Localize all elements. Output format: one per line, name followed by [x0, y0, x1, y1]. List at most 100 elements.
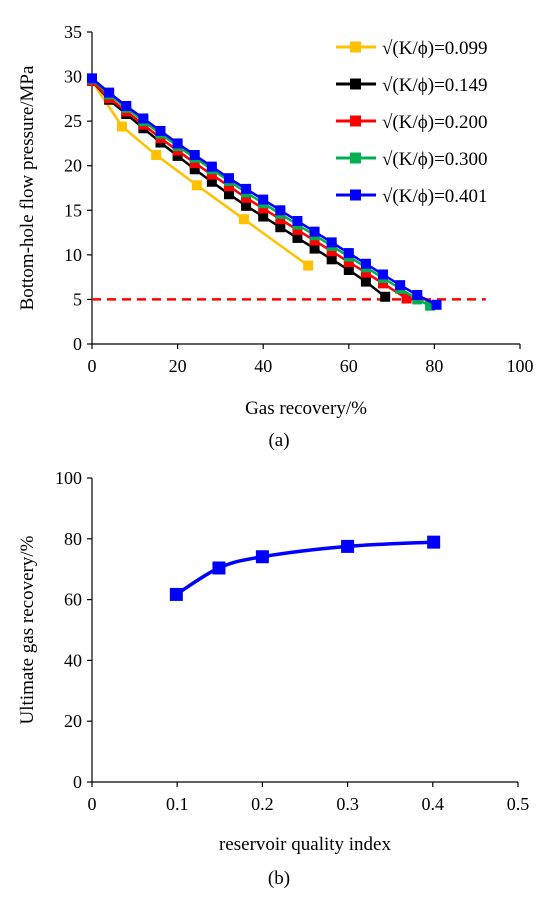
- panel-a-point-k-0-149: [258, 211, 269, 222]
- panel-a: 0 5 10 15 20 25 30 35 0 20 40 60 80 100 Gas recovery/…: [17, 22, 534, 451]
- panel-a-y-tick-label: 5: [73, 289, 82, 309]
- panel-a-point-k-0-149: [343, 265, 354, 276]
- legend-marker-k-0-401: [350, 189, 361, 201]
- panel-a-point-k-0-200: [189, 158, 200, 169]
- panel-a-point-k-0-401: [275, 205, 286, 216]
- panel-a-y-tick-label: 15: [64, 200, 82, 220]
- panel-a-point-k-0-149: [275, 222, 286, 233]
- panel-a-x-tick-label: 80: [425, 356, 443, 376]
- panel-a-point-k-0-401: [241, 183, 252, 194]
- panel-a-point-k-0-401: [309, 226, 320, 237]
- panel-a-x-axis-label: Gas recovery/%: [245, 398, 367, 419]
- legend-marker-k-0-099: [350, 41, 361, 53]
- panel-a-point-k-0-200: [360, 267, 371, 278]
- panel-a-y-tick-label: 30: [64, 67, 82, 87]
- panel-b-x-tick-label: 0.5: [507, 794, 530, 814]
- panel-a-x-tick-label: 60: [340, 356, 358, 376]
- panel-a-x-tick-label: 0: [88, 356, 97, 376]
- panel-a-point-k-0-099: [238, 214, 249, 225]
- panel-a-point-k-0-149: [292, 232, 303, 243]
- panel-a-point-k-0-401: [172, 138, 183, 149]
- panel-a-point-k-0-200: [343, 256, 354, 267]
- panel-b-x-tick-label: 0.2: [251, 794, 274, 814]
- panel-b-point-series-0: [255, 550, 269, 564]
- panel-b-series-line-series-0: [175, 540, 434, 596]
- panel-a-point-k-0-401: [223, 173, 234, 184]
- panel-b-y-tick-label: 20: [64, 711, 82, 731]
- panel-a-point-k-0-401: [431, 299, 442, 310]
- panel-b-x-tick-label: 0.4: [422, 794, 445, 814]
- panel-a-point-k-0-149: [326, 254, 337, 265]
- panel-b-y-tick-label: 40: [64, 650, 82, 670]
- legend-marker-k-0-149: [350, 78, 361, 90]
- panel-a-point-k-0-099: [303, 260, 314, 271]
- panel-b-caption: (b): [268, 868, 290, 889]
- panel-b-point-series-0: [427, 535, 441, 549]
- panel-a-point-k-0-200: [326, 246, 337, 257]
- panel-a-point-k-0-401: [138, 113, 149, 124]
- panel-a-y-tick-label: 0: [73, 334, 82, 354]
- panel-a-point-k-0-099: [116, 121, 127, 132]
- panel-a-point-k-0-149: [241, 200, 252, 211]
- panel-a-point-k-0-149: [206, 176, 217, 187]
- panel-a-point-k-0-401: [395, 280, 406, 291]
- panel-a-point-k-0-200: [378, 278, 389, 289]
- panel-a-caption: (a): [268, 430, 289, 451]
- panel-b-x-tick-label: 0: [88, 794, 97, 814]
- panel-b-y-tick-label: 80: [64, 529, 82, 549]
- panel-a-y-axis-label: Bottom-hole flow pressure/MPa: [17, 65, 38, 310]
- panel-a-point-k-0-149: [360, 276, 371, 287]
- legend-label-k-0-099: √(K/ϕ)=0.099: [382, 38, 488, 59]
- panel-a-x-tick-label: 20: [169, 356, 187, 376]
- panel-a-y-tick-label: 20: [64, 156, 82, 176]
- panel-a-point-k-0-300: [425, 300, 436, 311]
- legend-label-k-0-401: √(K/ϕ)=0.401: [382, 186, 488, 207]
- panel-a-point-k-0-149: [189, 164, 200, 175]
- legend-marker-k-0-300: [350, 152, 361, 164]
- panel-b-y-tick-label: 100: [55, 468, 82, 488]
- panel-a-point-k-0-200: [258, 203, 269, 214]
- panel-a-point-k-0-099: [191, 180, 202, 191]
- panel-b-point-series-0: [169, 587, 183, 601]
- legend-label-k-0-200: √(K/ϕ)=0.200: [382, 112, 488, 133]
- panel-a-series-line-k-0-099: [90, 80, 309, 267]
- panel-a-point-k-0-200: [223, 181, 234, 192]
- panel-a-point-k-0-401: [360, 258, 371, 269]
- panel-b-point-series-0: [341, 539, 355, 553]
- panel-a-point-k-0-200: [275, 214, 286, 225]
- panel-a-point-k-0-401: [155, 125, 166, 136]
- panel-a-point-k-0-401: [258, 194, 269, 205]
- panel-a-point-k-0-401: [343, 248, 354, 259]
- panel-b-x-tick-label: 0.1: [166, 794, 189, 814]
- panel-b-x-axis-label: reservoir quality index: [219, 834, 392, 855]
- panel-a-x-tick-label: 40: [254, 356, 272, 376]
- panel-a-point-k-0-401: [292, 215, 303, 226]
- panel-b-y-tick-label: 60: [64, 590, 82, 610]
- panel-a-point-k-0-401: [189, 150, 200, 161]
- panel-a-point-k-0-099: [151, 150, 162, 161]
- panel-a-legend: √(K/ϕ)=0.099 √(K/ϕ)=0.149 √(K/ϕ)=0.200 √(K/…: [336, 38, 488, 207]
- panel-a-point-k-0-401: [121, 100, 132, 111]
- panel-a-y-tick-label: 25: [64, 111, 82, 131]
- panel-b-point-series-0: [212, 561, 226, 575]
- panel-a-point-k-0-149: [172, 150, 183, 161]
- panel-a-y-tick-label: 35: [64, 22, 82, 42]
- legend-marker-k-0-200: [350, 115, 361, 127]
- panel-b: 0 20 40 60 80 100 0 0.1 0.2 0.3 0.4 0.5 reservoir q…: [17, 468, 529, 889]
- panel-a-point-k-0-200: [292, 224, 303, 235]
- panel-a-point-k-0-401: [378, 269, 389, 280]
- panel-a-point-k-0-149: [380, 291, 391, 302]
- panel-a-point-k-0-200: [401, 293, 412, 304]
- panel-a-x-tick-label: 100: [507, 356, 534, 376]
- panel-a-point-k-0-401: [104, 87, 115, 98]
- legend-label-k-0-300: √(K/ϕ)=0.300: [382, 149, 488, 170]
- panel-a-point-k-0-149: [309, 243, 320, 254]
- panel-b-y-axis-label: Ultimate gas recovery/%: [17, 535, 38, 724]
- panel-a-point-k-0-200: [241, 192, 252, 203]
- panel-a-point-k-0-200: [206, 169, 217, 180]
- panel-b-x-tick-label: 0.3: [336, 794, 359, 814]
- panel-b-y-tick-label: 0: [73, 772, 82, 792]
- panel-a-point-k-0-401: [326, 237, 337, 248]
- panel-a-point-k-0-401: [206, 161, 217, 172]
